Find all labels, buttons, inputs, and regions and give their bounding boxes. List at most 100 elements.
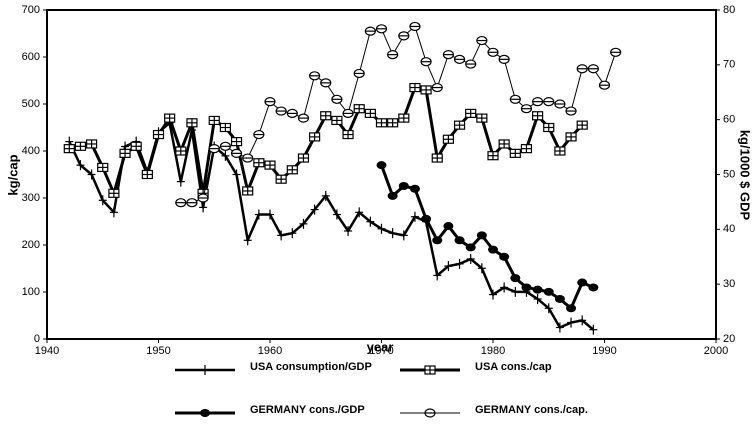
marker	[130, 141, 142, 151]
marker	[332, 209, 341, 220]
marker	[500, 282, 509, 293]
marker	[533, 293, 542, 304]
marker	[521, 283, 532, 292]
marker	[577, 278, 588, 287]
marker	[531, 97, 544, 107]
x-tick-label: 1960	[258, 345, 282, 357]
y2-tick-label: 70	[723, 59, 735, 71]
marker	[266, 209, 274, 220]
marker	[455, 258, 464, 269]
marker	[544, 303, 553, 314]
marker	[520, 144, 533, 154]
legend-label: USA cons./cap	[475, 361, 552, 373]
marker	[366, 216, 375, 227]
y2-tick-label: 20	[723, 333, 735, 345]
marker	[489, 289, 497, 300]
marker	[208, 115, 220, 126]
marker	[63, 144, 75, 154]
y2-tick-label: 30	[723, 278, 735, 290]
marker	[420, 85, 432, 95]
marker	[554, 99, 566, 109]
marker	[565, 106, 577, 116]
marker	[286, 165, 298, 175]
marker	[420, 57, 432, 67]
marker-dot	[376, 161, 387, 170]
marker	[186, 198, 198, 208]
marker	[466, 253, 475, 264]
marker	[410, 211, 419, 222]
marker	[353, 68, 365, 79]
x-tick-label: 1990	[592, 345, 616, 357]
marker	[253, 129, 265, 140]
marker	[200, 409, 210, 417]
marker	[275, 174, 287, 184]
marker-dot	[409, 184, 420, 193]
marker	[409, 184, 420, 193]
marker-dot	[521, 283, 532, 292]
y-axis-title: kg/cap	[5, 154, 20, 195]
marker	[598, 80, 611, 90]
marker	[176, 176, 185, 187]
marker	[398, 182, 409, 191]
marker	[243, 235, 252, 246]
marker	[476, 113, 488, 123]
marker	[97, 162, 109, 173]
marker	[344, 225, 353, 236]
marker	[399, 230, 408, 241]
marker-dot	[398, 182, 409, 191]
marker	[565, 132, 577, 142]
legend-label: GERMANY cons./GDP	[250, 404, 365, 416]
marker	[297, 153, 310, 163]
x-tick-label: 1980	[481, 345, 505, 357]
marker	[509, 94, 521, 104]
marker-dot	[499, 252, 510, 261]
marker	[421, 214, 432, 223]
marker	[432, 236, 443, 245]
marker	[342, 108, 354, 119]
marker	[443, 222, 454, 231]
marker	[141, 169, 153, 180]
marker	[254, 209, 263, 220]
marker	[230, 148, 243, 158]
marker	[253, 158, 265, 168]
marker	[331, 94, 343, 104]
y2-axis-title: kg/1000 $ GDP	[738, 130, 752, 221]
x-axis-title: year	[367, 339, 394, 354]
marker	[309, 132, 321, 142]
marker	[498, 139, 510, 149]
marker	[387, 191, 398, 200]
marker	[543, 122, 555, 133]
marker	[431, 153, 443, 163]
y-tick-label: 0	[34, 333, 40, 345]
marker-dot	[476, 231, 487, 240]
marker	[476, 231, 487, 240]
legend-item: USA cons./cap	[400, 361, 552, 375]
marker	[433, 270, 442, 281]
marker	[388, 228, 397, 239]
marker	[310, 204, 319, 215]
marker	[364, 108, 376, 119]
marker	[499, 252, 510, 261]
marker	[576, 64, 588, 74]
x-tick-label: 1940	[35, 345, 59, 357]
marker	[219, 122, 231, 133]
marker	[242, 186, 254, 196]
y2-tick-label: 50	[723, 168, 735, 180]
marker	[186, 118, 198, 128]
marker	[453, 120, 466, 130]
marker	[424, 408, 436, 418]
marker	[264, 160, 276, 170]
marker	[199, 202, 208, 213]
marker-dot	[543, 287, 554, 296]
marker	[76, 160, 85, 171]
marker	[309, 71, 321, 81]
marker	[320, 78, 332, 88]
marker	[98, 195, 107, 206]
marker	[588, 283, 599, 292]
marker	[277, 230, 286, 241]
marker	[453, 54, 466, 64]
marker	[465, 108, 477, 119]
marker	[232, 169, 241, 180]
